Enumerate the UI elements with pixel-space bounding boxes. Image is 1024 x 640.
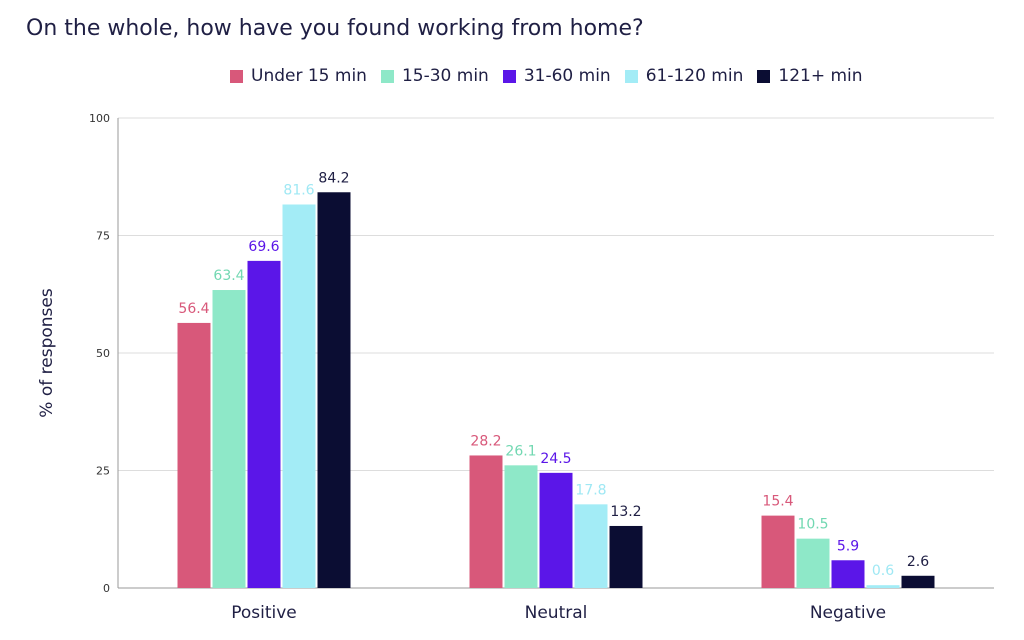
- y-tick-label: 50: [96, 347, 110, 360]
- legend-label: Under 15 min: [251, 66, 367, 86]
- bar-value-label: 63.4: [213, 268, 244, 284]
- legend-item-61-120: 61-120 min: [624, 66, 744, 86]
- legend-swatch: [757, 69, 771, 83]
- bar: [282, 204, 316, 589]
- bar-value-label: 28.2: [470, 433, 501, 449]
- legend-label: 31-60 min: [523, 66, 611, 86]
- bar: [469, 455, 503, 588]
- y-tick-label: 75: [96, 230, 110, 243]
- bar-value-label: 2.6: [907, 554, 929, 570]
- bar: [901, 575, 935, 588]
- legend-item-under-15: Under 15 min: [230, 66, 367, 86]
- legend-swatch: [502, 69, 516, 83]
- bar: [574, 504, 608, 588]
- legend-swatch: [624, 69, 638, 83]
- y-tick-label: 25: [96, 465, 110, 478]
- legend-label: 15-30 min: [401, 66, 489, 86]
- bar: [247, 260, 281, 588]
- bar: [761, 515, 795, 588]
- bar: [609, 525, 643, 588]
- bar-value-label: 69.6: [248, 239, 279, 255]
- x-category-label: Positive: [231, 603, 297, 623]
- legend-swatch: [230, 69, 243, 83]
- bar: [504, 465, 538, 588]
- y-tick-label: 0: [103, 582, 110, 595]
- bar: [831, 560, 865, 588]
- bar-value-label: 24.5: [540, 451, 571, 467]
- bar-value-label: 56.4: [178, 301, 209, 317]
- bar: [539, 472, 573, 588]
- legend-item-121-plus: 121+ min: [757, 66, 863, 86]
- legend-label: 121+ min: [778, 66, 863, 86]
- y-tick-label: 100: [89, 112, 110, 125]
- bar: [866, 585, 900, 588]
- chart-title: On the whole, how have you found working…: [26, 16, 644, 41]
- bar-value-label: 17.8: [575, 482, 606, 498]
- bar-value-label: 13.2: [610, 504, 641, 520]
- bar-value-label: 81.6: [283, 182, 314, 198]
- x-category-label: Neutral: [525, 603, 588, 623]
- x-category-label: Negative: [810, 603, 886, 623]
- bar-value-label: 5.9: [837, 538, 859, 554]
- bar-value-label: 15.4: [762, 494, 793, 510]
- bar-value-label: 10.5: [797, 517, 828, 533]
- bar-value-label: 0.6: [872, 563, 894, 579]
- bar: [177, 322, 211, 588]
- legend-item-31-60: 31-60 min: [502, 66, 611, 86]
- bar: [317, 192, 351, 588]
- legend-item-15-30: 15-30 min: [380, 66, 489, 86]
- bar-value-label: 84.2: [318, 170, 349, 186]
- y-axis-title: % of responses: [37, 288, 57, 418]
- bar: [796, 538, 830, 588]
- legend-label: 61-120 min: [645, 66, 744, 86]
- bar-value-label: 26.1: [505, 443, 536, 459]
- bar: [212, 290, 246, 588]
- legend: Under 15 min 15-30 min 31-60 min 61-120 …: [230, 66, 863, 86]
- legend-swatch: [380, 69, 394, 83]
